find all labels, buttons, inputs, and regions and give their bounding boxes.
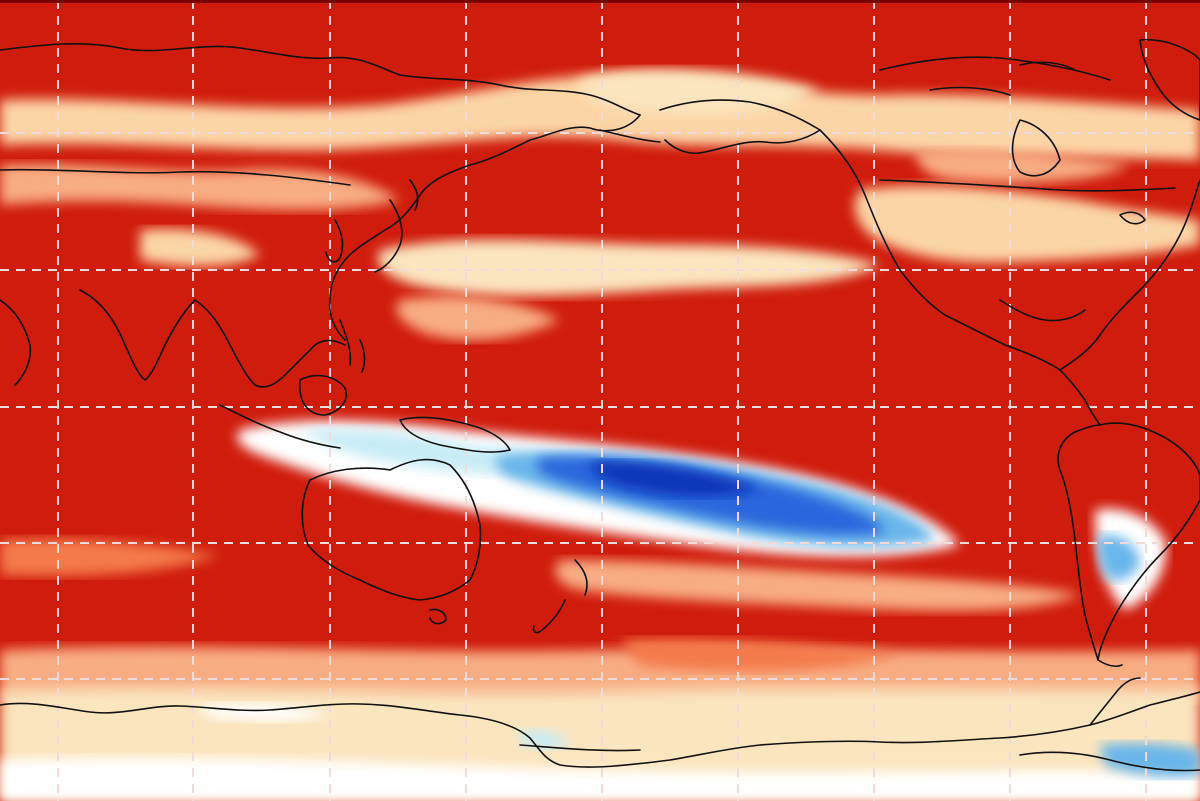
north-america-peach bbox=[854, 185, 1200, 263]
central-america bbox=[1059, 369, 1101, 426]
coastlines bbox=[0, 38, 1200, 772]
arctic-cream-band bbox=[0, 74, 1200, 160]
canada-salmon bbox=[916, 148, 1130, 183]
southeast-asia-coast bbox=[194, 299, 346, 388]
ross-ice-shelf bbox=[519, 744, 641, 752]
arabian-coast bbox=[0, 299, 32, 386]
japan-islands bbox=[374, 179, 419, 273]
south-indian-orange bbox=[0, 538, 220, 576]
australia-coast bbox=[301, 458, 482, 601]
gulf-of-mexico bbox=[999, 299, 1086, 322]
north-pacific-cream-band bbox=[378, 239, 880, 296]
north-asia-salmon bbox=[0, 163, 400, 210]
tasmania bbox=[429, 608, 447, 625]
antarctic-light-blue-mid bbox=[520, 729, 570, 750]
aleutian-chain bbox=[599, 129, 661, 143]
antarctica-coast bbox=[0, 691, 1200, 768]
us-canada-border bbox=[879, 179, 1176, 192]
new-zealand-south bbox=[532, 599, 566, 634]
great-lakes bbox=[1119, 211, 1146, 225]
southern-ocean-salmon-band bbox=[0, 646, 1200, 700]
korea-peninsula bbox=[325, 219, 344, 263]
north-america-west-coast bbox=[819, 129, 1061, 371]
hudson-bay bbox=[1011, 119, 1061, 177]
asia-interior-border bbox=[0, 168, 351, 186]
new-guinea bbox=[399, 416, 511, 453]
south-pacific-salmon-streak bbox=[555, 560, 1080, 611]
antarctic-blue-patch-east bbox=[1100, 742, 1200, 777]
frame-top-edge bbox=[0, 0, 1200, 3]
south-america-cool-blue bbox=[1097, 534, 1140, 581]
philippines bbox=[339, 319, 366, 373]
eurasia-east-coast bbox=[328, 114, 641, 341]
anomaly-field-layer bbox=[0, 69, 1200, 801]
alaska-coast bbox=[659, 99, 821, 155]
borneo bbox=[299, 374, 347, 416]
india-coast bbox=[79, 289, 196, 381]
antarctic-east-lobe bbox=[1019, 751, 1200, 772]
canadian-archipelago bbox=[879, 56, 1111, 96]
southern-ocean-orange-streak bbox=[620, 638, 900, 672]
north-asia-peach-band bbox=[140, 228, 260, 267]
eurasia-arctic-coast bbox=[0, 43, 641, 116]
greenland bbox=[1139, 38, 1200, 121]
antarctic-white-zone bbox=[0, 757, 1200, 801]
cold-tongue-navy-core bbox=[590, 461, 760, 497]
sumatra-java bbox=[219, 404, 341, 449]
north-america-east-coast bbox=[1059, 179, 1200, 371]
new-zealand-north bbox=[574, 559, 588, 596]
tierra-del-fuego bbox=[1097, 659, 1123, 667]
antarctic-peninsula bbox=[1089, 677, 1141, 726]
north-pacific-salmon-band bbox=[396, 296, 560, 340]
